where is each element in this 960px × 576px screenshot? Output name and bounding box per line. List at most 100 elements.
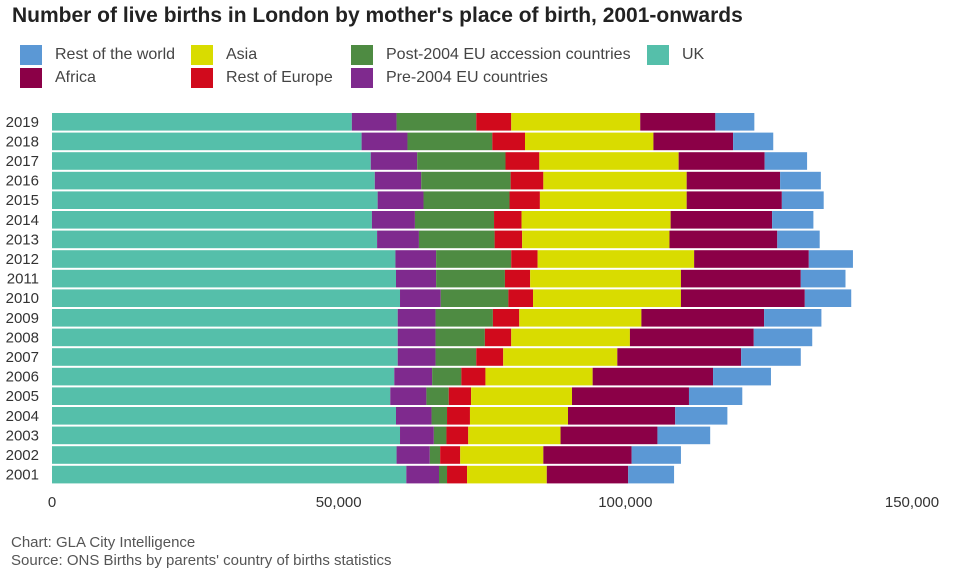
bar-segment [657, 426, 711, 445]
bar-segment [447, 407, 470, 425]
bar-segment [640, 113, 716, 131]
bar-segment [52, 289, 401, 307]
bar-segment [52, 211, 372, 229]
bar-segment [808, 250, 853, 268]
bar-segment [395, 250, 437, 268]
bar-segment [52, 113, 352, 131]
bar-segment [446, 426, 469, 445]
bar-segment [417, 152, 506, 170]
bar-segment [741, 348, 801, 366]
bar-segment [471, 387, 573, 405]
bar-segment [52, 171, 375, 190]
bar-segment [52, 426, 401, 445]
bar-segment [492, 132, 525, 151]
y-tick-label: 2010 [6, 290, 39, 307]
bar-segment [572, 387, 689, 405]
bar-segment [521, 211, 671, 229]
bar-segment [764, 152, 808, 170]
bar-segment [397, 309, 436, 327]
bar-segment [52, 387, 391, 405]
bar-segment [560, 426, 658, 445]
bar-segment [429, 446, 441, 464]
bar-segment [504, 269, 531, 288]
bar-segment [440, 289, 509, 307]
bar-segment [670, 211, 773, 229]
bar-segment [494, 211, 522, 229]
bar-segment [431, 407, 448, 425]
bar-segment [406, 465, 439, 484]
y-tick-label: 2002 [6, 447, 39, 464]
bar-segment [432, 367, 462, 386]
bar-segment [468, 426, 561, 445]
bar-segment [435, 328, 485, 347]
y-tick-label: 2009 [6, 310, 39, 327]
bar-segment [530, 269, 681, 288]
legend-swatch [351, 68, 373, 88]
legend-item-africa[interactable]: Africa [20, 67, 96, 89]
legend-item-post-2004-eu[interactable]: Post-2004 EU accession countries [351, 44, 631, 66]
legend-item-rest-of-europe[interactable]: Rest of Europe [191, 67, 333, 89]
bar-segment [511, 250, 538, 268]
bar-segment [519, 309, 642, 327]
y-tick-label: 2015 [6, 192, 39, 209]
bar-segment [772, 211, 814, 229]
legend-swatch [191, 45, 213, 65]
bar-segment [52, 269, 396, 288]
y-tick-label: 2004 [6, 408, 39, 425]
bar-segment [509, 191, 540, 209]
legend-label: UK [682, 46, 705, 63]
legend-swatch [647, 45, 669, 65]
y-tick-label: 2016 [6, 173, 39, 190]
bar-segment [617, 348, 742, 366]
y-tick-label: 2003 [6, 427, 39, 444]
y-tick-label: 2019 [6, 114, 39, 131]
y-tick-label: 2018 [6, 133, 39, 150]
bar-segment [781, 191, 824, 209]
bar-segment [52, 250, 396, 268]
legend-label: Rest of the world [55, 46, 176, 63]
bar-segment [52, 152, 371, 170]
bar-segment [800, 269, 846, 288]
bar-segment [436, 250, 512, 268]
bar-segment [680, 289, 805, 307]
bar-segment [568, 407, 676, 425]
legend-item-uk[interactable]: UK [647, 44, 704, 66]
bar-segment [407, 132, 493, 151]
bar-segment [511, 328, 630, 347]
bar-segment [525, 132, 654, 151]
bar-segment [631, 446, 681, 464]
bar-segment [641, 309, 765, 327]
bar-segment [653, 132, 734, 151]
bar-segment [461, 367, 486, 386]
bar-segment [804, 289, 852, 307]
bar-segment [351, 113, 397, 131]
bar-segment [511, 113, 641, 131]
bar-segment [396, 113, 477, 131]
bar-segment [694, 250, 809, 268]
bar-segment [669, 230, 778, 249]
bar-segment [494, 230, 523, 249]
bar-segment [539, 152, 679, 170]
bar-segment [435, 348, 477, 366]
bar-segment [426, 387, 449, 405]
bar-segment [361, 132, 408, 151]
bar-segment [52, 367, 395, 386]
bar-segment [629, 328, 754, 347]
bar-segment [414, 211, 495, 229]
legend-item-asia[interactable]: Asia [191, 44, 257, 66]
y-tick-label: 2007 [6, 349, 39, 366]
y-tick-label: 2014 [6, 212, 39, 229]
bar-segment [400, 426, 434, 445]
bar-segment [688, 387, 743, 405]
bar-segment [592, 367, 714, 386]
bar-segment [440, 446, 461, 464]
legend-item-rest-of-world[interactable]: Rest of the world [20, 44, 175, 66]
bar-segment [436, 269, 505, 288]
chart-legend: Rest of the world Africa Asia Rest of Eu… [20, 44, 740, 92]
legend-swatch [351, 45, 373, 65]
bar-segment [533, 289, 681, 307]
bar-segment [52, 328, 398, 347]
legend-item-pre-2004-eu[interactable]: Pre-2004 EU countries [351, 67, 548, 89]
bar-segment [543, 446, 632, 464]
